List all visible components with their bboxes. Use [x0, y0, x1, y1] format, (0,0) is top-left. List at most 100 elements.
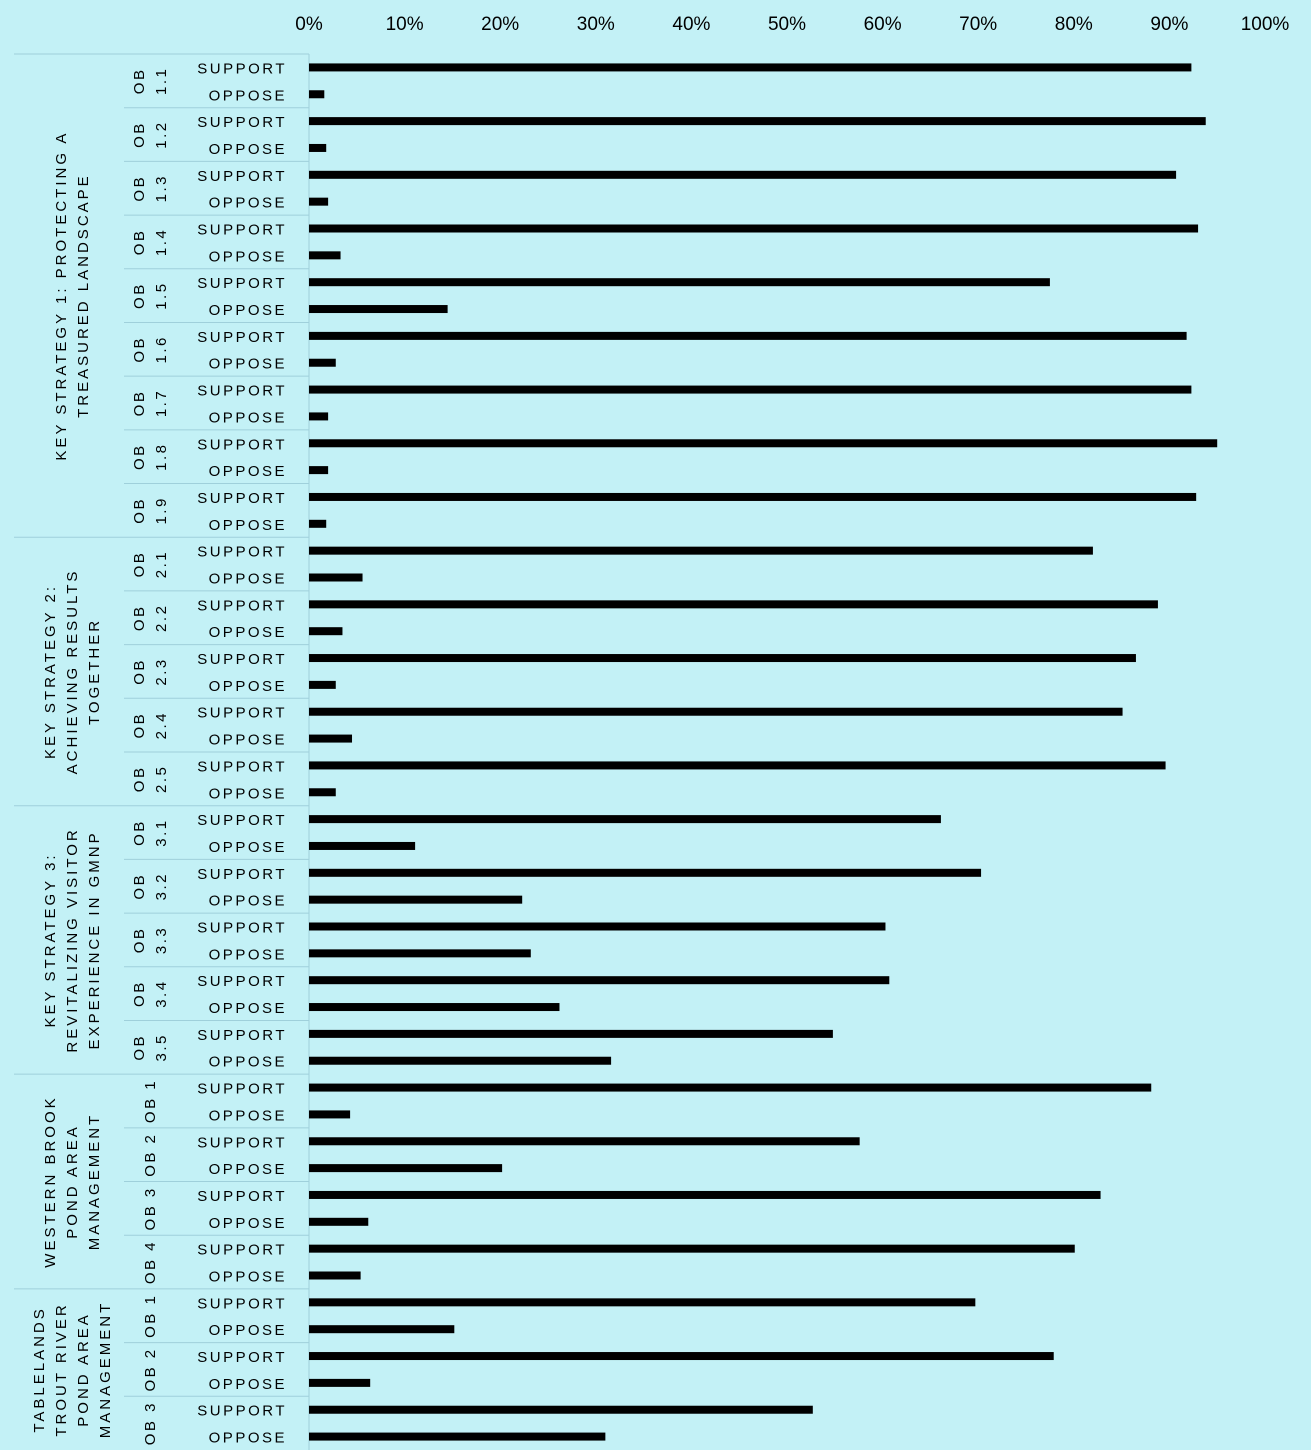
oppose-bar	[309, 1056, 612, 1065]
oppose-bar	[309, 788, 336, 797]
support-row-label: SUPPORT	[197, 1134, 287, 1151]
objective-label-line: 1.6	[153, 335, 170, 363]
oppose-row-label: OPPOSE	[209, 946, 287, 963]
objective-label-line: OB	[131, 497, 148, 524]
objective-label-line: 3.5	[153, 1033, 170, 1061]
objective-label-line: OB	[131, 443, 148, 470]
objective-label: OB 3.4	[131, 979, 170, 1007]
x-tick-label: 90%	[1150, 14, 1188, 35]
objective-label: OB 2.3	[131, 657, 170, 685]
objective-label: OB 2.4	[131, 711, 170, 739]
group-label-line: POND AREA	[64, 1124, 81, 1239]
objective-label: OB 1.9	[131, 496, 170, 524]
support-row-label: SUPPORT	[197, 168, 287, 185]
support-bar	[309, 492, 1197, 501]
objective-label: OB 3.2	[131, 872, 170, 900]
oppose-bar	[309, 143, 327, 152]
oppose-bar	[309, 412, 329, 421]
oppose-bar	[309, 1271, 361, 1280]
oppose-row-label: OPPOSE	[209, 141, 287, 158]
objective-label-line: OB 2	[142, 1347, 159, 1391]
group-label-line: KEY STRATEGY 2:	[42, 584, 59, 759]
objective-label-line: 1.8	[153, 443, 170, 471]
objective-label-line: 1.2	[153, 120, 170, 148]
support-row-label: SUPPORT	[197, 1349, 287, 1366]
support-row-label: SUPPORT	[197, 60, 287, 77]
objective-label: OB 1.7	[131, 389, 170, 417]
objective-label-line: OB	[131, 658, 148, 685]
objective-label-line: OB	[131, 229, 148, 256]
oppose-row-label: OPPOSE	[209, 87, 287, 104]
x-axis-ticks: 0% 10% 20% 30% 40% 50% 60% 70% 80% 90% 100%	[295, 14, 1289, 35]
objective-label-line: OB	[131, 712, 148, 739]
support-row-label: SUPPORT	[197, 866, 287, 883]
objective-label-line: OB	[131, 175, 148, 202]
oppose-row-label: OPPOSE	[209, 732, 287, 749]
oppose-row-label: OPPOSE	[209, 1161, 287, 1178]
group-label: WESTERN BROOK POND AREA MANAGEMENT	[42, 1095, 103, 1267]
support-row-label: SUPPORT	[197, 1188, 287, 1205]
oppose-row-label: OPPOSE	[209, 1322, 287, 1339]
objective-label-line: OB	[131, 873, 148, 900]
group-label: KEY STRATEGY 1: PROTECTING A TREASURED LA…	[53, 131, 92, 461]
oppose-bar	[309, 1378, 371, 1387]
support-row-label: SUPPORT	[197, 490, 287, 507]
oppose-row-label: OPPOSE	[209, 1430, 287, 1447]
oppose-bar	[309, 1110, 351, 1119]
group-label-line: KEY STRATEGY 1: PROTECTING A	[53, 131, 70, 461]
oppose-row-label: OPPOSE	[209, 1215, 287, 1232]
objective-label-line: OB	[131, 551, 148, 578]
oppose-row-label: OPPOSE	[209, 678, 287, 695]
objective-label: OB 1.6	[131, 335, 170, 363]
oppose-bar	[309, 1432, 606, 1441]
group-label-line: ACHIEVING RESULTS	[64, 569, 81, 775]
group-label: KEY STRATEGY 2: ACHIEVING RESULTS TOGETHER	[42, 569, 103, 775]
objective-label-line: OB	[131, 819, 148, 846]
support-row-label: SUPPORT	[197, 436, 287, 453]
support-bar	[309, 63, 1192, 72]
group-label-line: REVITALIZING VISITOR	[64, 827, 81, 1052]
support-bar	[309, 1244, 1075, 1253]
group-label-line: TREASURED LANDSCAPE	[75, 173, 92, 418]
x-tick-label: 60%	[864, 14, 902, 35]
x-tick-label: 70%	[959, 14, 997, 35]
oppose-bar	[309, 358, 336, 367]
objective-label-line: OB	[131, 766, 148, 793]
group-label-line: POND AREA	[75, 1312, 92, 1427]
x-tick-label: 80%	[1055, 14, 1093, 35]
group-label-line: EXPERIENCE IN GMNP	[86, 830, 103, 1049]
support-bar	[309, 654, 1136, 663]
support-row-label: SUPPORT	[197, 114, 287, 131]
objective-label: OB 2	[142, 1133, 159, 1177]
oppose-row-label: OPPOSE	[209, 1107, 287, 1124]
objective-label-line: 3.1	[153, 818, 170, 846]
objective-label-line: 1.9	[153, 496, 170, 524]
oppose-bar	[309, 1217, 369, 1226]
objective-label-line: OB	[131, 121, 148, 148]
support-bar	[309, 439, 1218, 448]
oppose-row-label: OPPOSE	[209, 248, 287, 265]
objective-label-line: 3.4	[153, 979, 170, 1007]
x-tick-label: 50%	[768, 14, 806, 35]
support-bar	[309, 600, 1158, 609]
support-bar	[309, 385, 1192, 394]
support-row-label: SUPPORT	[197, 544, 287, 561]
objective-label: OB 1.1	[131, 67, 170, 95]
objective-label-line: OB 3	[142, 1401, 159, 1445]
support-bar	[309, 1190, 1101, 1199]
objective-label-line: 1.7	[153, 389, 170, 417]
objective-label: OB 1	[142, 1294, 159, 1338]
support-bar	[309, 278, 1050, 287]
oppose-row-label: OPPOSE	[209, 302, 287, 319]
oppose-bar	[309, 519, 327, 528]
support-row-label: SUPPORT	[197, 1403, 287, 1420]
objective-label-line: 2.5	[153, 765, 170, 793]
support-row-label: SUPPORT	[197, 329, 287, 346]
support-row-label: SUPPORT	[197, 1242, 287, 1259]
support-row-label: SUPPORT	[197, 758, 287, 775]
support-bar	[309, 331, 1187, 340]
group-label: TABLELANDS TROUT RIVER POND AREA MANAGEMENT	[31, 1301, 114, 1439]
group-label-line: MANAGEMENT	[97, 1301, 114, 1439]
group-labels: KEY STRATEGY 1: PROTECTING A TREASURED LA…	[31, 131, 114, 1439]
objective-label: OB 2	[142, 1347, 159, 1391]
